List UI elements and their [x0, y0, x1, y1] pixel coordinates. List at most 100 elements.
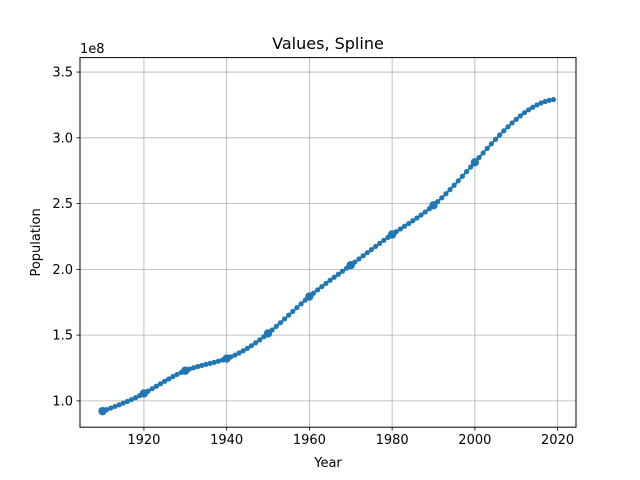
data-point [387, 230, 397, 239]
spline-point [161, 378, 168, 384]
y-axis-label: Population [29, 208, 44, 276]
tick-layer: 1920 1940 1960 1980 2000 2020 1.0 1.5 2.0 2.5 3.0 3… [52, 66, 574, 449]
y-tick-label: 1.5 [52, 329, 73, 344]
spline-point [116, 402, 122, 408]
spline-point [207, 360, 213, 366]
spline-point [372, 243, 379, 250]
data-point [429, 201, 438, 210]
spline-point [451, 182, 457, 188]
spline-point [290, 308, 296, 314]
spline-point [195, 363, 201, 370]
x-tick-label: 1960 [293, 433, 326, 448]
spline-point [170, 374, 176, 380]
x-tick-label: 1940 [210, 433, 243, 448]
spline-point [468, 164, 474, 170]
x-tick-label: 2020 [541, 433, 574, 448]
data-point [222, 354, 231, 363]
spline-point [257, 337, 263, 343]
spline-point [368, 246, 375, 253]
spline-point [286, 312, 292, 318]
spline-point [414, 215, 420, 221]
spline-point [211, 359, 217, 365]
spline-point [128, 396, 135, 403]
spline-point [133, 395, 139, 401]
spline-point [339, 268, 346, 274]
spline-point [463, 169, 470, 175]
spline-point [410, 218, 416, 224]
data-point [181, 366, 190, 375]
spline-point [513, 116, 519, 122]
data-point [98, 406, 107, 416]
spline-point [294, 304, 300, 311]
spline-point [319, 283, 325, 290]
grid-layer [80, 57, 576, 428]
spline-point [364, 250, 370, 256]
data-point [470, 158, 480, 167]
spline-point [505, 124, 511, 130]
spline-point [335, 271, 341, 277]
spline-point [542, 98, 548, 105]
spline-point [215, 358, 221, 364]
spline-point [377, 240, 383, 246]
spline-point [501, 128, 507, 134]
spline-point [459, 173, 466, 179]
spline-point [203, 361, 209, 368]
spline-point [530, 104, 536, 110]
spline-point [244, 345, 250, 351]
spline-point [356, 256, 362, 262]
spline-point [298, 301, 304, 307]
spline-point [422, 209, 428, 215]
x-tick-label: 1980 [376, 433, 409, 448]
spline-point [120, 400, 126, 406]
spline-point [199, 362, 205, 369]
spline-point [157, 381, 164, 387]
y-tick-label: 1.0 [52, 394, 73, 409]
spline-point [149, 386, 155, 392]
spline-point [401, 223, 408, 229]
spline-point [488, 141, 495, 147]
spline-point [327, 277, 333, 283]
spline-point [534, 102, 540, 108]
spline-point [253, 340, 259, 346]
x-axis-label: Year [313, 456, 342, 471]
spline-point [281, 316, 288, 322]
spline-point [273, 323, 279, 329]
chart-title: Values, Spline [272, 34, 384, 53]
data-point [346, 260, 355, 270]
data-point [305, 292, 314, 301]
spline-point [248, 343, 255, 349]
x-tick-label: 2000 [458, 433, 491, 448]
spline-point [124, 398, 130, 404]
spline-point [323, 280, 329, 287]
spline-point [190, 365, 197, 371]
spline-point [439, 195, 445, 201]
spline-point [418, 212, 424, 218]
series-layer [98, 96, 557, 416]
y-tick-label: 3.5 [52, 66, 73, 81]
spline-point [153, 383, 159, 389]
y-tick-label: 3.0 [52, 131, 73, 146]
spline-point [521, 110, 528, 116]
spline-point [112, 403, 118, 410]
spline-point [492, 136, 499, 142]
spline-point [455, 178, 461, 184]
data-point [263, 329, 273, 338]
y-tick-label: 2.5 [52, 197, 73, 212]
spline-point [360, 253, 366, 259]
spline-point [550, 96, 557, 103]
spline-point [277, 320, 284, 326]
spline-point [484, 145, 490, 151]
spline-point [315, 287, 321, 293]
y-offset-label: 1e8 [80, 42, 105, 57]
spline-point [397, 226, 403, 232]
axes-frame [79, 57, 577, 428]
spline-point [236, 350, 242, 356]
spline-point [538, 100, 544, 106]
spline-point [447, 186, 453, 193]
spline-point [108, 405, 114, 411]
spline-point [509, 120, 515, 126]
spline-point [166, 376, 172, 382]
spline-point [240, 348, 246, 354]
